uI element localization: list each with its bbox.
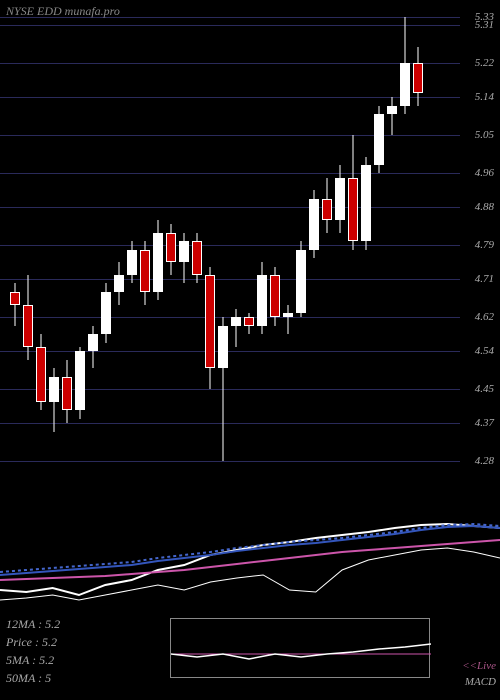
candle-body	[361, 165, 371, 241]
candle-body	[322, 199, 332, 220]
y-tick-label: 5.31	[475, 19, 494, 31]
candle-body	[75, 351, 85, 410]
candle-body	[101, 292, 111, 334]
candle-body	[140, 250, 150, 292]
candle-body	[244, 317, 254, 325]
y-tick-label: 4.88	[475, 201, 494, 213]
candle-body	[62, 377, 72, 411]
macd-label: MACD	[465, 676, 496, 688]
candle-body	[257, 275, 267, 326]
macd-inset-box	[170, 618, 430, 678]
candle-body	[179, 241, 189, 262]
y-tick-label: 4.37	[475, 417, 494, 429]
candle-body	[231, 317, 241, 325]
candle-wick	[392, 97, 393, 135]
indicator-line	[0, 548, 500, 600]
candle-body	[153, 233, 163, 292]
candle-wick	[288, 305, 289, 335]
candle-body	[283, 313, 293, 317]
y-tick-label: 4.28	[475, 455, 494, 467]
y-tick-label: 4.54	[475, 345, 494, 357]
candle-body	[400, 63, 410, 105]
candle-body	[348, 178, 358, 241]
candle-body	[114, 275, 124, 292]
candle-body	[49, 377, 59, 402]
indicator-line	[0, 540, 500, 580]
candle-body	[374, 114, 384, 165]
candle-body	[10, 292, 20, 305]
y-tick-label: 4.79	[475, 239, 494, 251]
candle-body	[387, 106, 397, 114]
y-axis: 5.335.315.225.145.054.964.884.794.714.62…	[460, 0, 496, 495]
candle-wick	[236, 309, 237, 347]
chart-title: NYSE EDD munafa.pro	[6, 4, 120, 19]
candle-body	[23, 305, 33, 347]
macd-line	[171, 644, 431, 659]
y-tick-label: 5.05	[475, 129, 494, 141]
candle-body	[270, 275, 280, 317]
candle-body	[192, 241, 202, 275]
candle-body	[413, 63, 423, 93]
live-label: <<Live	[462, 660, 496, 672]
candle-body	[127, 250, 137, 275]
candle-body	[166, 233, 176, 263]
candle-body	[88, 334, 98, 351]
candle-body	[218, 326, 228, 368]
candle-body	[335, 178, 345, 220]
indicator-panel	[0, 500, 500, 610]
y-tick-label: 4.96	[475, 167, 494, 179]
chart-container: NYSE EDD munafa.pro 5.335.315.225.145.05…	[0, 0, 500, 700]
y-tick-label: 4.45	[475, 383, 494, 395]
indicator-line	[0, 524, 500, 595]
main-candlestick-chart	[0, 0, 460, 495]
candle-body	[296, 250, 306, 313]
y-tick-label: 4.62	[475, 311, 494, 323]
y-tick-label: 4.71	[475, 273, 494, 285]
indicator-line	[0, 526, 500, 575]
candle-body	[36, 347, 46, 402]
y-tick-label: 5.14	[475, 91, 494, 103]
candle-body	[309, 199, 319, 250]
candle-body	[205, 275, 215, 368]
y-tick-label: 5.22	[475, 57, 494, 69]
